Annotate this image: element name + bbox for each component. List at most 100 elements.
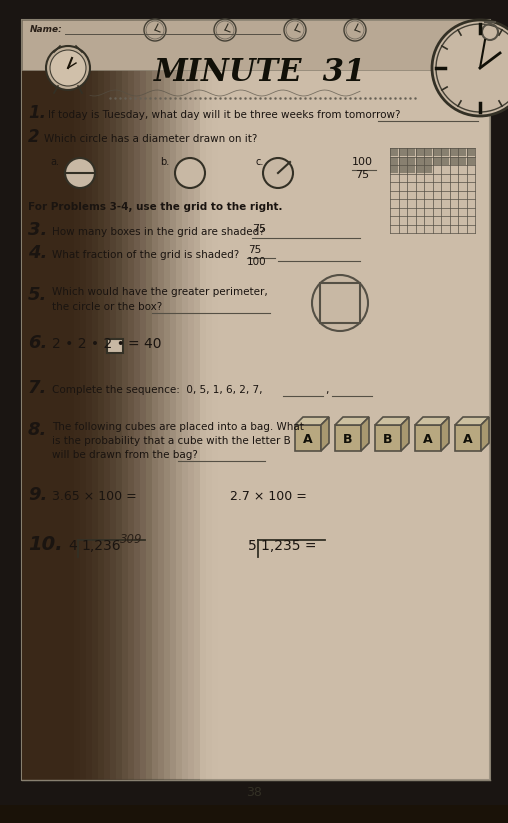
- Bar: [22, 20, 490, 70]
- Text: If today is Tuesday, what day will it be three weeks from tomorrow?: If today is Tuesday, what day will it be…: [48, 110, 400, 120]
- Bar: [22, 20, 218, 780]
- Circle shape: [312, 275, 368, 331]
- Bar: [22, 20, 170, 780]
- Circle shape: [263, 158, 293, 188]
- Text: b.: b.: [160, 157, 169, 167]
- Bar: [22, 20, 158, 780]
- Bar: [458, 157, 466, 165]
- Bar: [335, 425, 361, 451]
- Bar: [22, 20, 86, 780]
- Bar: [22, 20, 44, 780]
- Text: A: A: [303, 433, 313, 445]
- Bar: [399, 148, 407, 156]
- Bar: [22, 20, 206, 780]
- Polygon shape: [415, 417, 449, 425]
- Text: 75: 75: [248, 245, 261, 255]
- Bar: [458, 148, 466, 156]
- Text: 309: 309: [120, 533, 143, 546]
- Text: Complete the sequence:  0, 5, 1, 6, 2, 7,: Complete the sequence: 0, 5, 1, 6, 2, 7,: [52, 385, 263, 395]
- Bar: [424, 165, 432, 173]
- Bar: [441, 148, 449, 156]
- Bar: [107, 339, 123, 353]
- Text: 2: 2: [28, 128, 40, 146]
- Text: 3.: 3.: [28, 221, 47, 239]
- Circle shape: [65, 158, 95, 188]
- Bar: [22, 20, 194, 780]
- Text: MINUTE  31: MINUTE 31: [154, 57, 366, 87]
- Text: is the probability that a cube with the letter B: is the probability that a cube with the …: [52, 436, 291, 446]
- Text: 1.: 1.: [28, 104, 46, 122]
- Text: How many boxes in the grid are shaded?: How many boxes in the grid are shaded?: [52, 227, 265, 237]
- Bar: [424, 157, 432, 165]
- Bar: [22, 20, 134, 780]
- Bar: [22, 20, 98, 780]
- Polygon shape: [441, 417, 449, 451]
- Bar: [22, 20, 122, 780]
- Bar: [22, 20, 128, 780]
- Bar: [441, 157, 449, 165]
- Bar: [200, 20, 490, 780]
- Bar: [22, 20, 110, 780]
- Bar: [450, 157, 458, 165]
- Bar: [390, 157, 398, 165]
- Bar: [22, 20, 146, 780]
- Text: 4: 4: [68, 539, 77, 553]
- Text: 100: 100: [352, 157, 372, 167]
- Text: 1,236: 1,236: [81, 539, 120, 553]
- Bar: [467, 148, 474, 156]
- Text: 3.65 × 100 =: 3.65 × 100 =: [52, 490, 137, 503]
- Polygon shape: [361, 417, 369, 451]
- Text: 75: 75: [355, 170, 369, 180]
- Bar: [22, 20, 188, 780]
- Bar: [0, 805, 508, 823]
- Text: Which would have the greater perimeter,: Which would have the greater perimeter,: [52, 287, 268, 297]
- Bar: [22, 20, 80, 780]
- Text: 5: 5: [248, 539, 257, 553]
- Bar: [22, 20, 74, 780]
- Bar: [424, 148, 432, 156]
- Bar: [407, 165, 415, 173]
- Circle shape: [46, 46, 90, 90]
- Text: B: B: [383, 433, 393, 445]
- Bar: [295, 425, 321, 451]
- Text: 1,235 =: 1,235 =: [261, 539, 316, 553]
- Text: 10.: 10.: [28, 535, 62, 554]
- Bar: [22, 20, 182, 780]
- Text: 4.: 4.: [28, 244, 47, 262]
- Text: 2.7 × 100 =: 2.7 × 100 =: [230, 490, 307, 503]
- Bar: [416, 165, 424, 173]
- Polygon shape: [375, 417, 409, 425]
- Polygon shape: [321, 417, 329, 451]
- Text: 7.: 7.: [28, 379, 47, 397]
- Bar: [320, 283, 360, 323]
- Circle shape: [175, 158, 205, 188]
- Circle shape: [432, 20, 508, 116]
- Bar: [22, 20, 50, 780]
- Bar: [415, 425, 441, 451]
- Text: Name:: Name:: [30, 25, 63, 34]
- Bar: [399, 157, 407, 165]
- Circle shape: [50, 50, 86, 86]
- Bar: [390, 148, 398, 156]
- Bar: [467, 157, 474, 165]
- Bar: [22, 20, 116, 780]
- Text: What fraction of the grid is shaded?: What fraction of the grid is shaded?: [52, 250, 239, 260]
- Bar: [22, 20, 212, 780]
- Bar: [22, 20, 56, 780]
- Bar: [450, 148, 458, 156]
- Bar: [375, 425, 401, 451]
- Text: 100: 100: [247, 257, 267, 267]
- Bar: [407, 148, 415, 156]
- Bar: [390, 165, 398, 173]
- Text: 2 • 2 • 2 •: 2 • 2 • 2 •: [52, 337, 125, 351]
- Text: The following cubes are placed into a bag. What: The following cubes are placed into a ba…: [52, 422, 304, 432]
- Bar: [22, 20, 92, 780]
- Bar: [22, 20, 140, 780]
- Text: 75: 75: [252, 224, 266, 234]
- Text: 5.: 5.: [28, 286, 47, 304]
- Polygon shape: [401, 417, 409, 451]
- Polygon shape: [335, 417, 369, 425]
- Bar: [22, 20, 176, 780]
- Text: Which circle has a diameter drawn on it?: Which circle has a diameter drawn on it?: [44, 134, 258, 144]
- Text: ,: ,: [325, 385, 329, 395]
